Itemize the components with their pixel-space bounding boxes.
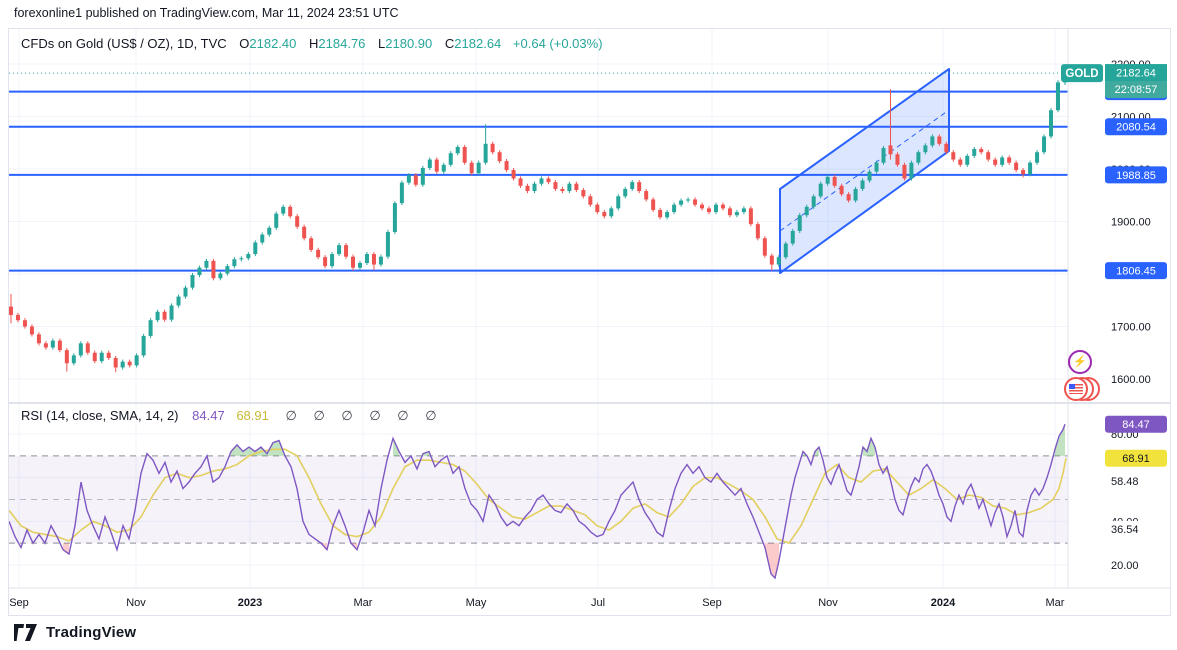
empty-set-icon: ∅	[313, 408, 325, 423]
rsi-sma-value-badge: 68.91	[1122, 453, 1150, 465]
current-price-badge: 2182.64	[1116, 68, 1156, 80]
rsi-sma-value-badge-bg	[1105, 449, 1167, 467]
rsi-value: 84.47	[192, 408, 225, 423]
price-line-badge: 1806.45	[1116, 266, 1156, 278]
countdown-badge: 22:08:57	[1115, 84, 1158, 96]
rsi-oversold-fill	[63, 543, 69, 555]
low-label: L	[378, 36, 386, 51]
rsi-value-badge-bg	[1105, 415, 1167, 433]
price-axis-label: 1700.00	[1111, 322, 1151, 334]
close-label: C	[444, 36, 455, 51]
symbol-name-badge-bg	[1061, 64, 1103, 83]
open-label: O	[239, 36, 250, 51]
rsi-overbought-fill	[815, 447, 819, 456]
close-value: 2182.64	[454, 36, 502, 51]
time-axis-label: Mar	[1046, 597, 1065, 609]
price-line-badge: 1988.85	[1116, 170, 1156, 182]
channel-midline	[779, 109, 950, 232]
current-price-badge-top	[1105, 64, 1167, 82]
us-flag-icon	[1064, 377, 1088, 401]
publisher-line: forexonline1 published on TradingView.co…	[14, 6, 399, 20]
price-line-badge-bg	[1105, 262, 1167, 280]
rsi-level-label: 36.54	[1111, 524, 1139, 536]
high-label: H	[309, 36, 319, 51]
empty-set-icon: ∅	[397, 408, 409, 423]
rsi-overbought-fill	[1055, 424, 1065, 456]
rsi-title: RSI (14, close, SMA, 14, 2)	[21, 408, 179, 423]
empty-set-icon: ∅	[369, 408, 381, 423]
rsi-level-label-bg	[1107, 472, 1159, 489]
price-line-badge-bg	[1105, 118, 1167, 136]
time-axis-label: Mar	[354, 597, 373, 609]
rsi-level-label-bg	[1107, 520, 1159, 537]
tradingview-logo[interactable]: TradingView	[14, 621, 136, 643]
time-axis-label: May	[466, 597, 487, 609]
time-axis-label: 2024	[931, 597, 956, 609]
time-axis-label: Sep	[702, 597, 722, 609]
empty-set-icon: ∅	[341, 408, 353, 423]
price-line-badge-bg	[1105, 166, 1167, 184]
high-value: 2184.76	[318, 36, 366, 51]
change-value: +0.64 (+0.03%)	[512, 36, 603, 51]
rsi-line	[9, 423, 1066, 580]
empty-set-icon: ∅	[285, 408, 297, 423]
chart-svg[interactable]: 2200.002100.002000.001900.001800.001700.…	[9, 29, 1170, 615]
time-axis-label: Nov	[126, 597, 146, 609]
time-axis-label: 2023	[238, 597, 262, 609]
open-value: 2182.40	[249, 36, 297, 51]
economic-events-lightning-icon[interactable]: ⚡	[1068, 350, 1092, 374]
price-axis-label: 1900.00	[1111, 217, 1151, 229]
empty-set-icon: ∅	[425, 408, 437, 423]
tradingview-mark-icon	[14, 623, 37, 641]
symbol-title: CFDs on Gold (US$ / OZ), 1D, TVC	[21, 36, 227, 51]
time-axis-label: Jul	[591, 597, 605, 609]
rsi-oversold-fill	[765, 543, 779, 579]
rsi-legend: RSI (14, close, SMA, 14, 2) 84.47 68.91 …	[21, 408, 437, 424]
chart-widget: 2200.002100.002000.001900.001800.001700.…	[8, 28, 1171, 616]
tradingview-logo-text: TradingView	[46, 623, 137, 641]
symbol-name-badge: GOLD	[1065, 68, 1098, 80]
low-value: 2180.90	[385, 36, 433, 51]
symbol-legend: CFDs on Gold (US$ / OZ), 1D, TVC O2182.4…	[21, 36, 603, 51]
price-line-badge: 2080.54	[1116, 122, 1156, 134]
time-axis-label: Nov	[818, 597, 838, 609]
rsi-level-label: 58.48	[1111, 476, 1139, 488]
rsi-axis-label: 20.00	[1111, 560, 1139, 572]
candlesticks	[9, 71, 1067, 373]
us-flag-events-icon[interactable]	[1064, 377, 1100, 401]
rsi-value-badge: 84.47	[1122, 419, 1150, 431]
price-axis-label: 1600.00	[1111, 374, 1151, 386]
rsi-sma-value: 68.91	[236, 408, 269, 423]
rsi-overbought-fill	[231, 440, 285, 456]
time-axis-label: Sep	[9, 597, 29, 609]
